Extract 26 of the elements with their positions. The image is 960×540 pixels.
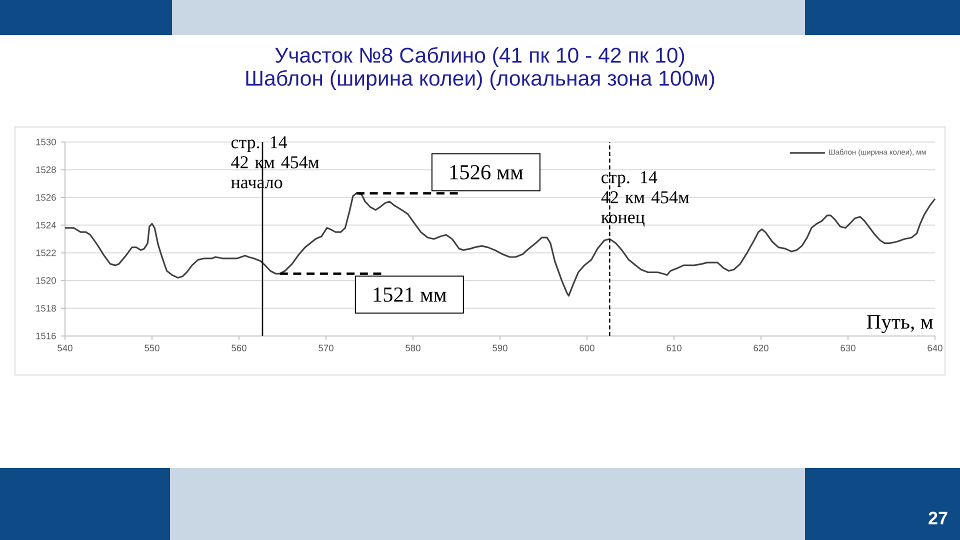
x-tick-label: 560	[232, 344, 246, 352]
x-tick-label: 610	[666, 344, 682, 352]
chart-title: Участок №8 Саблино (41 пк 10 - 42 пк 10)	[275, 46, 684, 68]
y-tick-label: 1528	[36, 166, 56, 174]
chart-subtitle: Шаблон (ширина колеи) (локальная зона 100м)	[246, 70, 714, 90]
ref-line-label: стр. 14 42 км 454м конец	[601, 171, 689, 227]
y-tick-label: 1516	[36, 332, 56, 340]
annotation: 1521 мм	[374, 287, 446, 302]
x-axis-title: Путь, м	[866, 315, 933, 334]
y-tick-label: 1522	[36, 250, 56, 256]
y-tick-label: 1520	[36, 277, 56, 284]
x-tick-label: 600	[580, 344, 594, 352]
y-tick-label: 1518	[36, 304, 56, 312]
y-tick-label: 1530	[36, 138, 56, 146]
x-tick-label: 550	[144, 344, 160, 352]
x-tick-label: 620	[754, 344, 768, 352]
x-tick-label: 580	[406, 344, 420, 352]
y-tick-label: 1526	[36, 194, 56, 201]
x-tick-label: 630	[840, 344, 856, 352]
y-tick-label: 1524	[36, 222, 56, 228]
x-tick-label: 590	[492, 344, 508, 352]
x-tick-label: 640	[928, 344, 942, 352]
x-tick-label: 540	[58, 344, 72, 352]
annotation: 1526 мм	[450, 165, 523, 180]
text: 27	[928, 512, 948, 524]
x-tick-label: 570	[318, 344, 334, 352]
